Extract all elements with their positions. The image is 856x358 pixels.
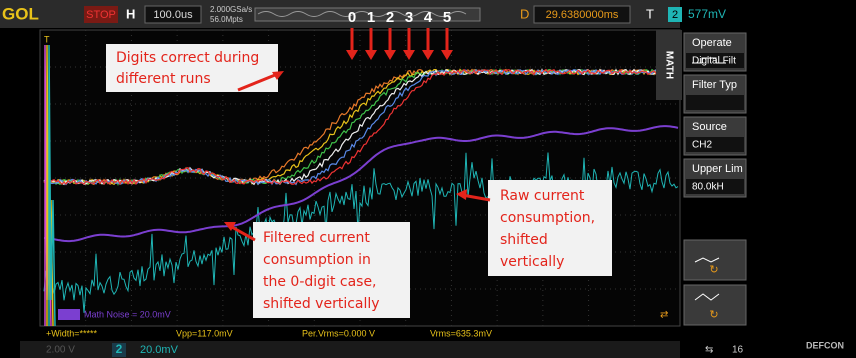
annotation-line: vertically: [500, 254, 564, 270]
h-label: H: [126, 6, 135, 21]
annotation-line: shifted: [500, 232, 548, 248]
digit-label: 3: [405, 9, 413, 26]
scope-screenshot: GOL STOP H 100.0us 2.000GSa/s 56.0Mpts D…: [0, 0, 856, 358]
sample-rate: 2.000GSa/s: [210, 5, 252, 14]
run-state: STOP: [86, 9, 116, 21]
menu-value: Digital Filt: [692, 56, 736, 67]
trigger-channel: 2: [672, 9, 678, 21]
annotation-line: shifted vertically: [263, 296, 380, 312]
annotation-line: Digits correct during: [116, 50, 259, 66]
usb-icon: ⇆: [705, 345, 713, 356]
annotation-line: Filtered current: [263, 230, 370, 246]
menu-value: 80.0kH: [692, 182, 724, 193]
d-label: D: [520, 6, 529, 21]
scroll-marker: ⇄: [660, 310, 668, 321]
watermark: DEFCON: [806, 340, 844, 350]
annotation-line: consumption,: [500, 210, 595, 226]
ch1-scale: 2.00 V: [46, 345, 75, 356]
trigger-level: 577mV: [688, 7, 726, 21]
menu-title: Upper Lim: [692, 163, 743, 175]
digit-label: 4: [424, 9, 433, 26]
memory-depth: 56.0Mpts: [210, 15, 243, 24]
annotation-line: Raw current: [500, 188, 585, 204]
menu-title: Source: [692, 121, 727, 133]
math-label: Math Noise = 20.0mV: [84, 309, 171, 319]
trigger-marker: T: [44, 34, 50, 44]
usb-count: 16: [732, 345, 744, 356]
menu-tab-label: MATH: [663, 51, 674, 79]
digit-label: 0: [348, 9, 356, 26]
annotation-line: consumption in: [263, 252, 371, 268]
knob-icon: ↻: [709, 264, 718, 276]
digit-label: 2: [386, 9, 394, 26]
brand: GOL: [2, 4, 39, 23]
measurement: Vpp=117.0mV: [176, 328, 233, 338]
t-label: T: [646, 6, 654, 21]
math-badge: [58, 309, 80, 320]
measurement: Per.Vrms=0.000 V: [302, 328, 375, 338]
digit-label: 5: [443, 9, 451, 26]
digit-label: 1: [367, 9, 375, 26]
menu-title: Operate: [692, 37, 732, 49]
delay: 29.6380000ms: [546, 9, 619, 21]
annotation-line: the 0-digit case,: [263, 274, 377, 290]
timebase: 100.0us: [153, 9, 193, 21]
menu-value: CH2: [692, 140, 712, 151]
measurement: +Width=*****: [46, 328, 98, 338]
menu-value-box: [686, 95, 744, 110]
knob-icon: ↻: [709, 309, 718, 321]
menu-title: Filter Typ: [692, 79, 737, 91]
ch2-scale: 20.0mV: [140, 344, 179, 356]
annotation-line: different runs: [116, 71, 211, 87]
measurement: Vrms=635.3mV: [430, 328, 492, 338]
channel: 2: [116, 342, 123, 356]
